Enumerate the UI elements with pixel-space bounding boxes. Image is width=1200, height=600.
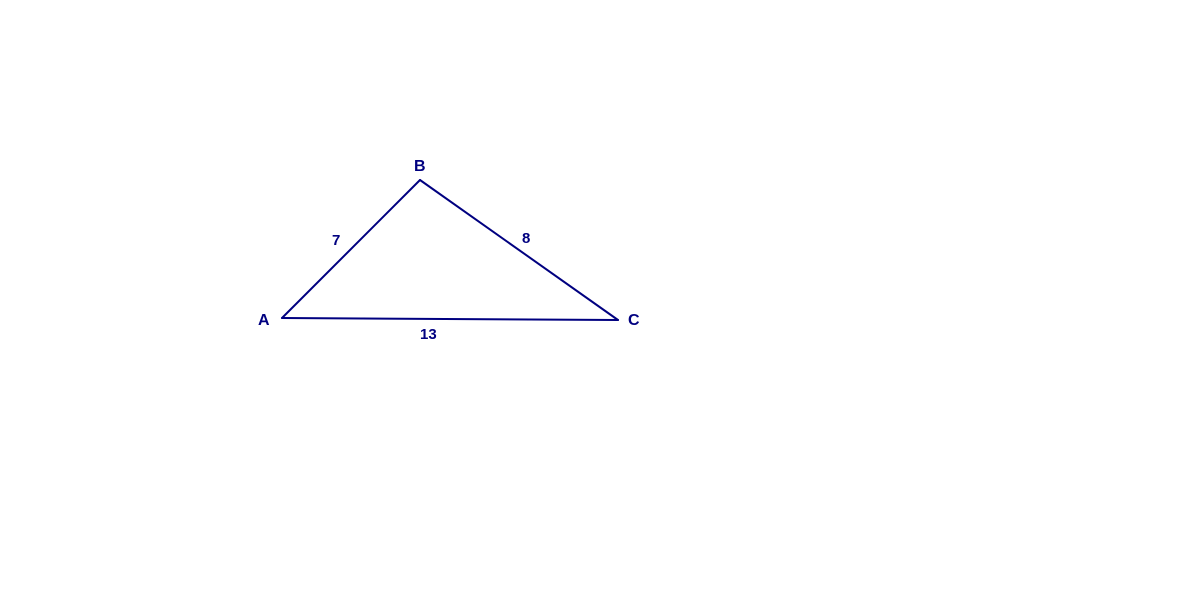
triangle-svg <box>0 0 1200 600</box>
vertex-label-a: A <box>258 312 270 330</box>
vertex-label-c: C <box>628 312 640 330</box>
edge-ab <box>282 180 420 318</box>
edge-ac <box>282 318 618 320</box>
edge-label-bc: 8 <box>522 230 530 247</box>
vertex-label-b: B <box>414 158 426 176</box>
edge-label-ac: 13 <box>420 326 437 343</box>
edge-label-ab: 7 <box>332 232 340 249</box>
triangle-diagram: A B C 7 8 13 <box>0 0 1200 600</box>
edge-bc <box>420 180 618 320</box>
